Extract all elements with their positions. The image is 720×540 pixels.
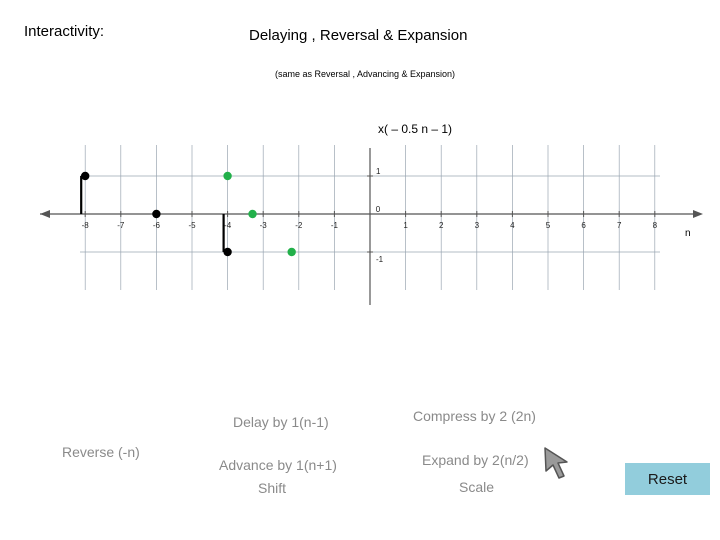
x-tick-label: 6 xyxy=(581,221,586,230)
x-tick-label: -4 xyxy=(224,221,232,230)
x-tick-label: 3 xyxy=(475,221,480,230)
y-tick-label: 1 xyxy=(376,167,381,176)
x-tick-label: -8 xyxy=(82,221,90,230)
x-tick-label: 0 xyxy=(376,205,381,214)
reset-button[interactable]: Reset xyxy=(625,463,710,495)
page-title: Delaying , Reversal & Expansion xyxy=(249,27,468,44)
x-tick-label: -5 xyxy=(188,221,196,230)
x-tick-label: -7 xyxy=(117,221,125,230)
green-sample-point xyxy=(223,171,232,181)
reverse-button[interactable]: Reverse (-n) xyxy=(62,444,140,460)
x-tick-label: 2 xyxy=(439,221,444,230)
x-tick-label: -2 xyxy=(295,221,303,230)
green-sample-point xyxy=(248,209,257,219)
interactivity-heading: Interactivity: xyxy=(24,23,105,40)
axis-n-label: n xyxy=(685,228,691,239)
delay-button[interactable]: Delay by 1(n-1) xyxy=(233,414,329,430)
signal-plot: -8 -7 -6 -5 -4 -3 -2 -1 0 1 2 3 4 5 6 7 8 1 -1 xyxy=(40,145,703,305)
compress-button[interactable]: Compress by 2 (2n) xyxy=(413,408,536,424)
arrow-cursor-icon xyxy=(544,447,568,479)
black-sample-point xyxy=(152,209,161,219)
x-tick-label: -6 xyxy=(153,221,161,230)
x-tick-label: 8 xyxy=(653,221,658,230)
x-tick-label: 4 xyxy=(510,221,515,230)
black-sample-point xyxy=(81,171,90,181)
scale-label: Scale xyxy=(459,479,495,495)
shift-label: Shift xyxy=(258,480,287,496)
x-axis-arrow-right xyxy=(693,210,703,218)
y-tick-label: -1 xyxy=(376,255,384,264)
green-sample-point xyxy=(287,247,296,257)
x-tick-label: -3 xyxy=(260,221,268,230)
page-subtitle: (same as Reversal , Advancing & Expansio… xyxy=(274,69,456,79)
expand-button[interactable]: Expand by 2(n/2) xyxy=(422,452,529,468)
function-label: x( – 0.5 n – 1) xyxy=(378,122,453,136)
x-tick-label: -1 xyxy=(331,221,339,230)
x-tick-label: 1 xyxy=(403,221,408,230)
x-axis-arrow-left xyxy=(40,210,50,218)
x-tick-label: 5 xyxy=(546,221,551,230)
black-sample-point xyxy=(223,247,232,257)
advance-button[interactable]: Advance by 1(n+1) xyxy=(219,457,337,473)
x-tick-label: 7 xyxy=(617,221,622,230)
